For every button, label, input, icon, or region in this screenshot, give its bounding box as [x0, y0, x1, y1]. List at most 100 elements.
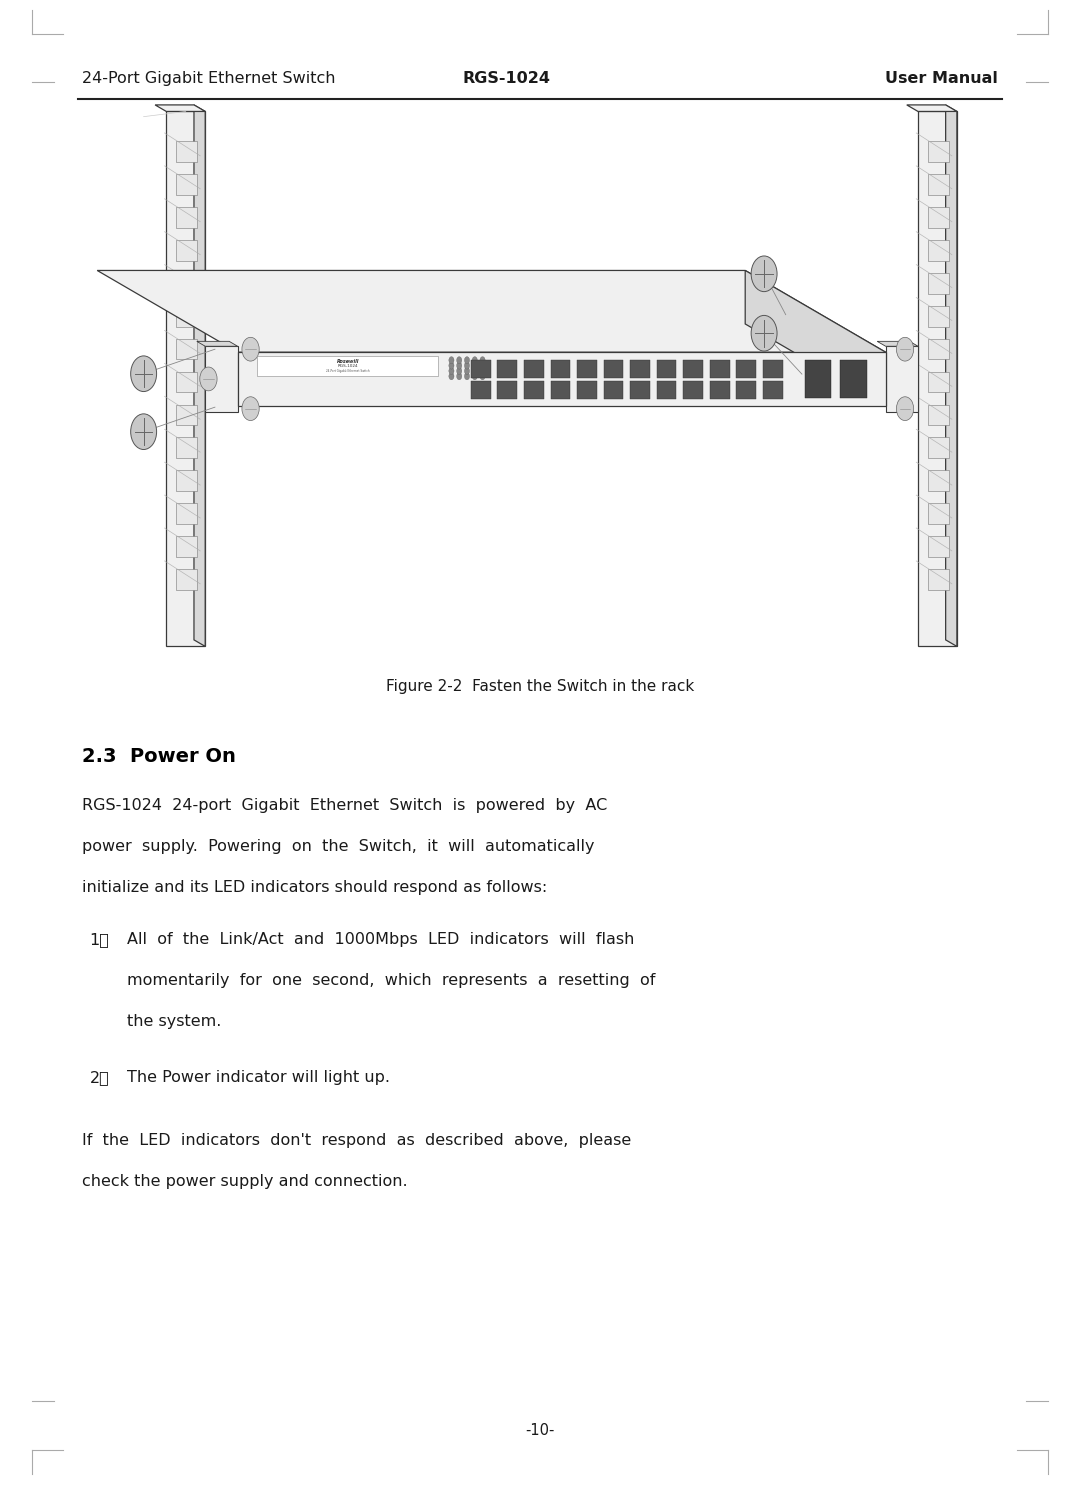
Polygon shape	[176, 306, 198, 327]
Text: User Manual: User Manual	[885, 71, 998, 86]
Bar	[737, 360, 756, 377]
Circle shape	[464, 363, 470, 369]
Bar	[604, 380, 623, 400]
Circle shape	[896, 397, 914, 421]
Circle shape	[472, 373, 477, 380]
Circle shape	[449, 363, 454, 369]
Polygon shape	[156, 106, 205, 111]
Polygon shape	[176, 471, 198, 492]
Polygon shape	[176, 504, 198, 525]
Polygon shape	[928, 306, 949, 327]
Bar	[498, 380, 517, 400]
Polygon shape	[907, 106, 957, 111]
Polygon shape	[197, 342, 238, 346]
Bar	[524, 380, 543, 400]
Text: Rosewill: Rosewill	[337, 358, 359, 364]
Bar	[577, 360, 597, 377]
Text: Figure 2-2  Fasten the Switch in the rack: Figure 2-2 Fasten the Switch in the rack	[386, 679, 694, 694]
Text: 1）: 1）	[90, 933, 109, 948]
Polygon shape	[928, 471, 949, 492]
Bar	[684, 360, 703, 377]
Polygon shape	[176, 207, 198, 227]
Polygon shape	[176, 339, 198, 360]
Text: RGS-1024: RGS-1024	[462, 71, 550, 86]
Bar	[631, 360, 650, 377]
Text: All  of  the  Link/Act  and  1000Mbps  LED  indicators  will  flash: All of the Link/Act and 1000Mbps LED ind…	[127, 933, 635, 948]
Bar	[840, 360, 866, 398]
Circle shape	[449, 367, 454, 374]
Polygon shape	[97, 270, 886, 352]
Polygon shape	[928, 339, 949, 360]
Bar	[737, 380, 756, 400]
Text: 2）: 2）	[90, 1070, 109, 1085]
Polygon shape	[176, 273, 198, 294]
Polygon shape	[918, 111, 957, 646]
Bar	[710, 360, 730, 377]
Bar	[805, 360, 831, 398]
Text: The Power indicator will light up.: The Power indicator will light up.	[127, 1070, 391, 1085]
Polygon shape	[166, 111, 205, 646]
Polygon shape	[238, 352, 886, 406]
Circle shape	[896, 337, 914, 361]
Polygon shape	[176, 437, 198, 458]
Bar	[657, 380, 676, 400]
Circle shape	[480, 373, 485, 380]
Circle shape	[449, 357, 454, 364]
Polygon shape	[176, 174, 198, 195]
Text: RGS-1024: RGS-1024	[338, 364, 357, 369]
Bar	[524, 360, 543, 377]
Text: initialize and its LED indicators should respond as follows:: initialize and its LED indicators should…	[82, 880, 548, 895]
Circle shape	[472, 357, 477, 364]
Polygon shape	[176, 536, 198, 557]
Bar	[257, 357, 438, 376]
Circle shape	[200, 367, 217, 391]
Text: If  the  LED  indicators  don't  respond  as  described  above,  please: If the LED indicators don't respond as d…	[82, 1134, 632, 1149]
Bar	[684, 380, 703, 400]
Bar	[471, 360, 490, 377]
Polygon shape	[176, 141, 198, 162]
Polygon shape	[946, 106, 957, 646]
Circle shape	[480, 363, 485, 369]
Bar	[577, 380, 597, 400]
Polygon shape	[928, 404, 949, 425]
Text: check the power supply and connection.: check the power supply and connection.	[82, 1174, 408, 1189]
Bar	[657, 360, 676, 377]
Polygon shape	[928, 141, 949, 162]
Circle shape	[472, 367, 477, 374]
Polygon shape	[928, 372, 949, 392]
Circle shape	[449, 373, 454, 380]
Polygon shape	[176, 404, 198, 425]
Bar	[471, 380, 490, 400]
Polygon shape	[928, 504, 949, 525]
Circle shape	[752, 256, 778, 291]
Polygon shape	[928, 536, 949, 557]
Text: the system.: the system.	[127, 1013, 221, 1030]
Bar	[604, 360, 623, 377]
Polygon shape	[194, 106, 205, 646]
Circle shape	[752, 315, 778, 351]
Text: power  supply.  Powering  on  the  Switch,  it  will  automatically: power supply. Powering on the Switch, it…	[82, 838, 595, 854]
Polygon shape	[176, 239, 198, 260]
Polygon shape	[205, 346, 238, 412]
Circle shape	[242, 397, 259, 421]
Polygon shape	[928, 273, 949, 294]
Bar	[631, 380, 650, 400]
Bar	[551, 380, 570, 400]
Bar	[762, 360, 783, 377]
Bar	[762, 380, 783, 400]
Circle shape	[131, 413, 157, 450]
Circle shape	[457, 367, 462, 374]
Text: momentarily  for  one  second,  which  represents  a  resetting  of: momentarily for one second, which repres…	[127, 973, 656, 988]
Bar	[551, 360, 570, 377]
Circle shape	[472, 363, 477, 369]
Circle shape	[457, 357, 462, 364]
Polygon shape	[176, 372, 198, 392]
Polygon shape	[928, 174, 949, 195]
Circle shape	[457, 373, 462, 380]
Polygon shape	[928, 437, 949, 458]
Circle shape	[464, 357, 470, 364]
Polygon shape	[886, 346, 918, 412]
Circle shape	[464, 373, 470, 380]
Circle shape	[480, 357, 485, 364]
Text: 24-Port Gigabit Ethernet Switch: 24-Port Gigabit Ethernet Switch	[82, 71, 340, 86]
